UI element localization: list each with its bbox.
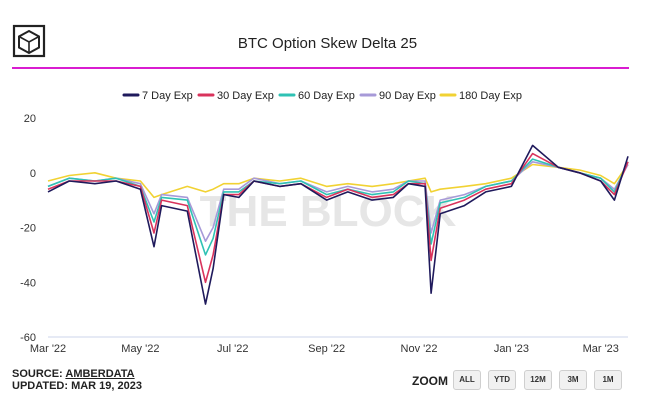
legend-label[interactable]: 90 Day Exp xyxy=(379,90,436,102)
title-divider xyxy=(12,67,629,69)
legend: 7 Day Exp 30 Day Exp 60 Day Exp 90 Day Exp 1… xyxy=(122,90,522,102)
legend-label[interactable]: 180 Day Exp xyxy=(459,90,522,102)
chart-title: BTC Option Skew Delta 25 xyxy=(237,35,418,52)
zoom-all-button[interactable]: ALL xyxy=(453,370,481,390)
series-line xyxy=(47,158,629,256)
zoom-3m-button[interactable]: 3M xyxy=(559,370,587,390)
zoom-1m-button[interactable]: 1M xyxy=(594,370,622,390)
updated-date: UPDATED: MAR 19, 2023 xyxy=(12,380,142,392)
the-block-cube-icon[interactable] xyxy=(12,24,46,58)
source-prefix: SOURCE: xyxy=(12,368,66,380)
y-tick-label: 20 xyxy=(24,113,36,125)
watermark: THE BLOCK xyxy=(200,187,457,236)
line-chart: THE BLOCK 7 Day Exp 30 Day Exp 60 Day Exp 9… xyxy=(20,90,629,355)
source-line: SOURCE: AMBERDATA xyxy=(12,368,135,380)
x-tick-label: Mar '23 xyxy=(583,343,619,355)
series-line xyxy=(47,161,629,242)
y-tick-label: -60 xyxy=(20,332,36,344)
y-tick-label: -20 xyxy=(20,223,36,235)
legend-label[interactable]: 30 Day Exp xyxy=(217,90,274,102)
legend-label[interactable]: 7 Day Exp xyxy=(142,90,193,102)
series-line xyxy=(47,163,629,199)
x-tick-label: Jul '22 xyxy=(217,343,248,355)
zoom-label: ZOOM xyxy=(412,374,448,388)
x-tick-label: Nov '22 xyxy=(401,343,438,355)
x-tick-label: May '22 xyxy=(121,343,159,355)
series-line xyxy=(47,144,629,305)
y-tick-label: 0 xyxy=(30,168,36,180)
x-tick-label: Sep '22 xyxy=(308,343,345,355)
y-tick-label: -40 xyxy=(20,277,36,289)
series-line xyxy=(47,152,629,284)
zoom-12m-button[interactable]: 12M xyxy=(524,370,552,390)
x-tick-label: Mar '22 xyxy=(30,343,66,355)
legend-label[interactable]: 60 Day Exp xyxy=(298,90,355,102)
source-link[interactable]: AMBERDATA xyxy=(65,368,135,380)
x-tick-label: Jan '23 xyxy=(494,343,529,355)
zoom-ytd-button[interactable]: YTD xyxy=(488,370,516,390)
